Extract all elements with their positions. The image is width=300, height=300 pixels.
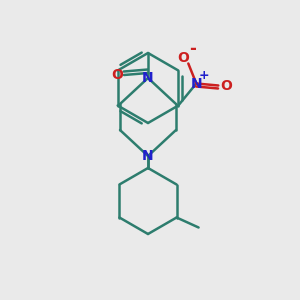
Text: +: + [199, 69, 210, 82]
Text: O: O [220, 79, 232, 92]
Text: N: N [190, 76, 202, 91]
Text: N: N [142, 71, 154, 85]
Text: N: N [142, 149, 154, 163]
Text: O: O [177, 50, 189, 64]
Text: O: O [111, 68, 123, 82]
Text: -: - [189, 40, 196, 58]
